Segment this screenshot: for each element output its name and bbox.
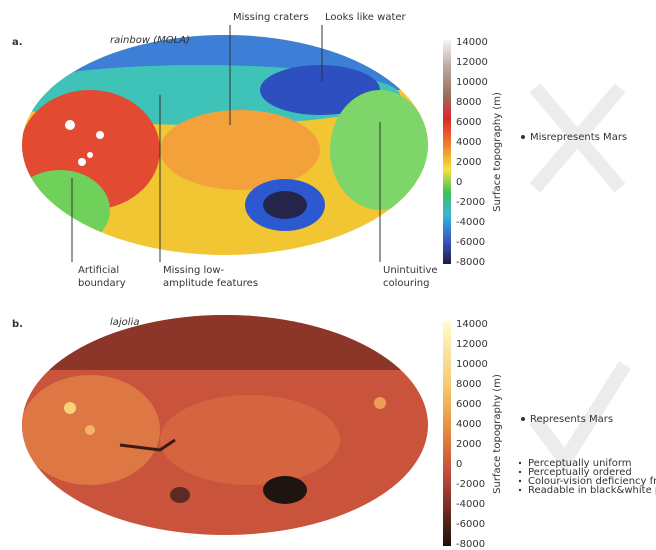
colorbar-tick-label: 2000 <box>456 439 481 450</box>
annotation: Unintuitive <box>383 265 438 276</box>
verdict: Misrepresents Mars <box>530 132 627 143</box>
colorbar-tick-label: 4000 <box>456 419 481 430</box>
map-rainbow <box>22 35 428 255</box>
property: Readable in black&white print <box>528 485 656 496</box>
bullet <box>518 470 522 474</box>
annotation: boundary <box>78 278 126 289</box>
colorbar-tick-label: -4000 <box>456 499 485 510</box>
check-mark <box>529 361 631 473</box>
colormap-name: rainbow (MOLA) <box>110 35 190 46</box>
bullet <box>518 461 522 465</box>
property: Colour-vision deficiency friendly <box>528 476 656 487</box>
annotation: Missing craters <box>233 12 309 23</box>
colorbar-tick-label: -8000 <box>456 257 485 268</box>
annotation: Missing low- <box>163 265 225 276</box>
annotation: colouring <box>383 278 429 289</box>
colorbar <box>443 40 451 264</box>
colorbar-label: Surface topography (m) <box>492 92 503 212</box>
colorbar-tick-label: 14000 <box>456 37 488 48</box>
property: Perceptually ordered <box>528 467 632 478</box>
colormap-name: lajolia <box>110 317 140 328</box>
bullet <box>518 488 522 492</box>
colorbar <box>443 322 451 546</box>
colorbar-label: Surface topography (m) <box>492 374 503 494</box>
panel-label: a. <box>12 37 23 48</box>
colorbar-tick-label: 12000 <box>456 57 488 68</box>
colorbar-tick-label: 10000 <box>456 77 488 88</box>
colorbar-tick-label: -6000 <box>456 237 485 248</box>
annotation: amplitude features <box>163 278 258 289</box>
map-lajolla <box>22 315 428 535</box>
property: Perceptually uniform <box>528 458 632 469</box>
colorbar-tick-label: -4000 <box>456 217 485 228</box>
colorbar-tick-label: -2000 <box>456 479 485 490</box>
bullet <box>518 479 522 483</box>
colorbar-tick-label: -8000 <box>456 539 485 550</box>
bullet <box>521 417 525 421</box>
bullet <box>521 135 525 139</box>
colorbar-tick-label: -6000 <box>456 519 485 530</box>
colorbar-tick-label: 6000 <box>456 399 481 410</box>
colorbar-tick-label: 10000 <box>456 359 488 370</box>
verdict: Represents Mars <box>530 414 613 425</box>
colorbar-tick-label: 8000 <box>456 379 481 390</box>
annotation: Looks like water <box>325 12 407 23</box>
colorbar-tick-label: 12000 <box>456 339 488 350</box>
colorbar-tick-label: 0 <box>456 459 462 470</box>
colorbar-tick-label: 6000 <box>456 117 481 128</box>
colorbar-tick-label: 0 <box>456 177 462 188</box>
cross-mark <box>529 83 626 193</box>
colorbar-tick-label: 4000 <box>456 137 481 148</box>
colorbar-tick-label: 2000 <box>456 157 481 168</box>
panel-label: b. <box>12 319 23 330</box>
colorbar-tick-label: 8000 <box>456 97 481 108</box>
colorbar-tick-label: 14000 <box>456 319 488 330</box>
annotation: Artificial <box>78 265 119 276</box>
colorbar-tick-label: -2000 <box>456 197 485 208</box>
